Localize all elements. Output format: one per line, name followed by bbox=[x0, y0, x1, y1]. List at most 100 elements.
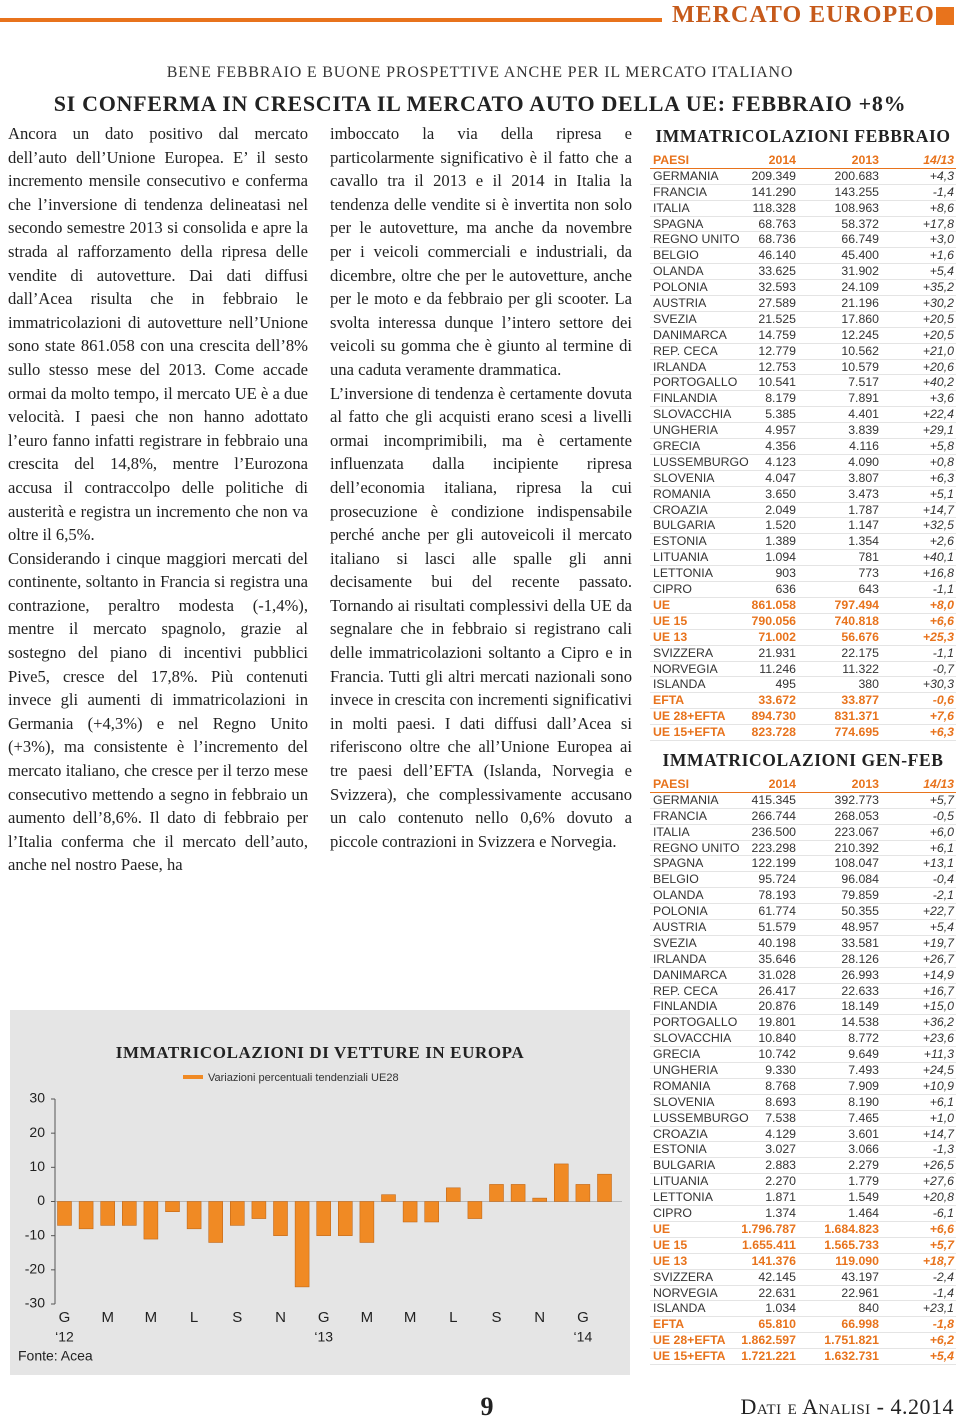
table-row: CIPRO 636 643 -1,1 bbox=[650, 582, 956, 598]
table-cell: 1.147 bbox=[848, 518, 879, 533]
table-row: UE 15 1.655.411 1.565.733 +5,7 bbox=[650, 1238, 956, 1254]
table-row: CROAZIA 2.049 1.787 +14,7 bbox=[650, 503, 956, 519]
table-cell: CIPRO bbox=[653, 1206, 692, 1221]
table-cell: +1,6 bbox=[929, 248, 954, 263]
table-cell: +23,6 bbox=[922, 1031, 954, 1046]
table-cell: 415.345 bbox=[751, 792, 796, 807]
table-cell: OLANDA bbox=[653, 888, 704, 903]
table-cell: 66.998 bbox=[841, 1317, 879, 1332]
table-row: ITALIA 118.328 108.963 +8,6 bbox=[650, 201, 956, 217]
table-cell: 210.392 bbox=[834, 840, 879, 855]
table-cell: 9.330 bbox=[765, 1063, 796, 1078]
bar bbox=[597, 1173, 612, 1202]
table-cell: +6,1 bbox=[929, 1094, 954, 1109]
table-cell: POLONIA bbox=[653, 280, 708, 295]
table-cell: -1,3 bbox=[932, 1142, 954, 1157]
table-cell: 65.810 bbox=[758, 1317, 796, 1332]
table-cell: UNGHERIA bbox=[653, 1063, 718, 1078]
bar bbox=[489, 1184, 504, 1202]
table-cell: 79.859 bbox=[841, 888, 879, 903]
table-cell: BULGARIA bbox=[653, 518, 716, 533]
table-cell: 2.270 bbox=[765, 1174, 796, 1189]
table-row: AUSTRIA 27.589 21.196 +30,2 bbox=[650, 296, 956, 312]
table-row: UNGHERIA 4.957 3.839 +29,1 bbox=[650, 423, 956, 440]
x-tick-label: M bbox=[404, 1309, 417, 1326]
table-cell: +35,2 bbox=[922, 280, 954, 295]
table-row: ROMANIA 3.650 3.473 +5,1 bbox=[650, 487, 956, 503]
bar bbox=[381, 1194, 396, 1202]
year-label: ‘12 bbox=[55, 1329, 74, 1345]
table-row: UE 15+EFTA 1.721.221 1.632.731 +5,4 bbox=[650, 1349, 956, 1365]
table-cell: 3.027 bbox=[765, 1142, 796, 1157]
table-cell: +14,9 bbox=[922, 967, 954, 982]
table-cell: 68.763 bbox=[758, 216, 796, 231]
table-row: ITALIA 236.500 223.067 +6,0 bbox=[650, 825, 956, 841]
y-tick-label: 10 bbox=[29, 1158, 45, 1174]
table-cell: FRANCIA bbox=[653, 808, 707, 823]
y-tick-label: -10 bbox=[25, 1226, 45, 1242]
table-row: SPAGNA 122.199 108.047 +13,1 bbox=[650, 856, 956, 873]
table-cell: +27,6 bbox=[922, 1174, 954, 1189]
table-cell: 19.801 bbox=[758, 1015, 796, 1030]
table-cell: 21.196 bbox=[841, 296, 879, 311]
table-cell: 108.047 bbox=[834, 856, 879, 871]
table-cell: 96.084 bbox=[841, 872, 879, 887]
table-cell: 14.759 bbox=[758, 327, 796, 342]
table-row: LITUANIA 1.094 781 +40,1 bbox=[650, 550, 956, 567]
table-cell: 773 bbox=[858, 566, 879, 581]
table-cell: 22.961 bbox=[841, 1285, 879, 1300]
table-cell: +14,7 bbox=[922, 1126, 954, 1141]
table-cell: 2.049 bbox=[765, 502, 796, 517]
legend-swatch bbox=[183, 1075, 203, 1079]
table-cell: 1.871 bbox=[765, 1190, 796, 1205]
table-cell: LITUANIA bbox=[653, 1174, 709, 1189]
table-cell: 495 bbox=[775, 677, 796, 692]
table-row: GERMANIA 209.349 200.683 +4,3 bbox=[650, 169, 956, 185]
table-cell: 8.693 bbox=[765, 1094, 796, 1109]
table-cell: 10.541 bbox=[758, 375, 796, 390]
paragraph: Considerando i cinque maggiori mercati d… bbox=[8, 548, 308, 875]
table-cell: AUSTRIA bbox=[653, 920, 707, 935]
table-row: OLANDA 78.193 79.859 -2,1 bbox=[650, 888, 956, 905]
section-title: MERCATO EUROPEO bbox=[672, 2, 935, 28]
table-cell: 22.631 bbox=[758, 1285, 796, 1300]
table-cell: 46.140 bbox=[758, 248, 796, 263]
table-row: UE 13 71.002 56.676 +25,3 bbox=[650, 630, 956, 646]
table-cell: SLOVENIA bbox=[653, 1094, 715, 1109]
table-cell: +8,0 bbox=[929, 597, 954, 612]
y-tick-label: 30 bbox=[29, 1090, 45, 1106]
header-cell: PAESI bbox=[653, 153, 689, 167]
bar bbox=[424, 1201, 439, 1223]
table-cell: DANIMARCA bbox=[653, 327, 727, 342]
table-row: REP. CECA 12.779 10.562 +21,0 bbox=[650, 344, 956, 360]
x-tick-label: L bbox=[449, 1309, 457, 1326]
table-cell: 3.601 bbox=[848, 1126, 879, 1141]
table-row: UE 861.058 797.494 +8,0 bbox=[650, 598, 956, 614]
bar bbox=[316, 1201, 331, 1236]
table-cell: 3.473 bbox=[848, 486, 879, 501]
table-cell: CROAZIA bbox=[653, 502, 708, 517]
bar bbox=[554, 1163, 569, 1202]
table-header: PAESI 2014 2013 14/13 bbox=[650, 153, 956, 169]
table-cell: +40,1 bbox=[922, 550, 954, 565]
table-cell: +23,1 bbox=[922, 1301, 954, 1316]
table-cell: 20.876 bbox=[758, 999, 796, 1014]
table-cell: 68.736 bbox=[758, 232, 796, 247]
table-cell: 4.957 bbox=[765, 423, 796, 438]
table-row: GRECIA 10.742 9.649 +11,3 bbox=[650, 1047, 956, 1064]
table-cell: FINLANDIA bbox=[653, 391, 718, 406]
table-cell: 61.774 bbox=[758, 904, 796, 919]
table-cell: SLOVACCHIA bbox=[653, 1031, 732, 1046]
table-cell: +5,7 bbox=[929, 1237, 954, 1252]
section-square bbox=[936, 7, 954, 25]
table-cell: 861.058 bbox=[751, 597, 796, 612]
header-cell: 2014 bbox=[768, 153, 796, 167]
table-row: POLONIA 32.593 24.109 +35,2 bbox=[650, 280, 956, 297]
table-cell: -0,6 bbox=[932, 693, 954, 708]
table-cell: +22,4 bbox=[922, 407, 954, 422]
table-cell: 1.520 bbox=[765, 518, 796, 533]
table-cell: 3.066 bbox=[848, 1142, 879, 1157]
table-cell: 48.957 bbox=[841, 920, 879, 935]
table-row: SLOVACCHIA 10.840 8.772 +23,6 bbox=[650, 1031, 956, 1048]
